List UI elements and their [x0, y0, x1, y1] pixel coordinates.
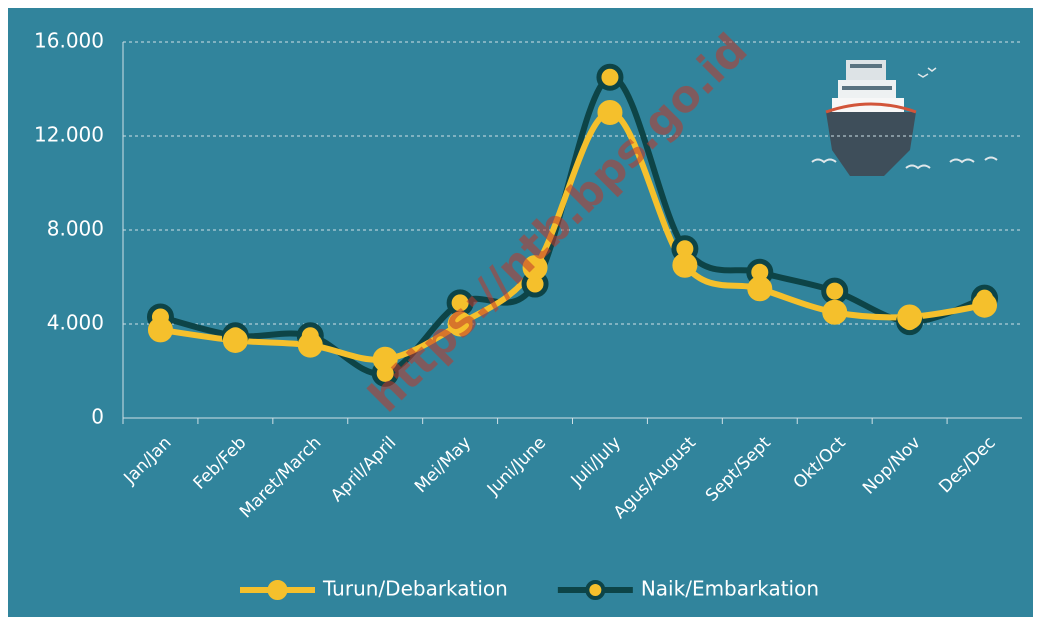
data-point — [149, 319, 171, 341]
data-point — [749, 278, 771, 300]
y-tick-label: 12.000 — [34, 123, 104, 147]
data-point — [599, 66, 621, 88]
data-point — [599, 102, 621, 124]
y-tick-label: 16.000 — [34, 29, 104, 53]
data-point — [299, 334, 321, 356]
data-point — [674, 254, 696, 276]
y-tick-label: 0 — [91, 405, 104, 429]
legend-marker — [587, 582, 603, 598]
y-tick-label: 4.000 — [47, 311, 104, 335]
data-point — [824, 280, 846, 302]
chart: 04.0008.00012.00016.000Jan/JanFeb/FebMar… — [0, 0, 1041, 625]
data-point — [824, 301, 846, 323]
data-point — [974, 294, 996, 316]
data-point — [899, 306, 921, 328]
y-tick-label: 8.000 — [47, 217, 104, 241]
data-point — [224, 329, 246, 351]
legend-label: Naik/Embarkation — [641, 577, 819, 601]
legend-marker — [270, 582, 286, 598]
legend-label: Turun/Debarkation — [322, 577, 508, 601]
